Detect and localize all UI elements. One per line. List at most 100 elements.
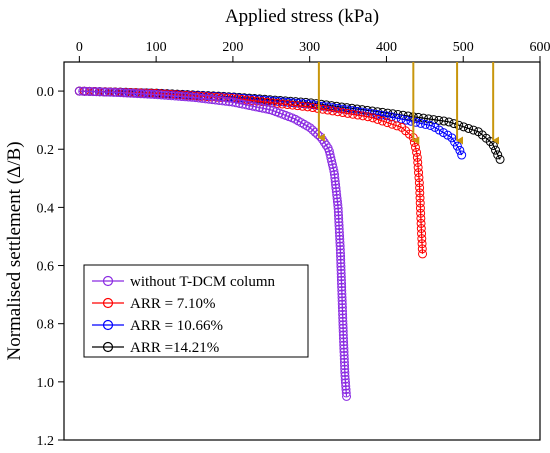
- data-point: [455, 145, 465, 155]
- data-point: [421, 119, 431, 129]
- data-point: [416, 223, 426, 233]
- data-point: [342, 391, 352, 401]
- data-point: [439, 116, 449, 126]
- data-point: [305, 123, 315, 133]
- data-point: [382, 118, 392, 128]
- data-point: [464, 123, 474, 133]
- data-point: [338, 333, 348, 343]
- data-point: [333, 203, 343, 213]
- x-tick-label: 200: [222, 40, 243, 55]
- data-point: [368, 113, 378, 123]
- x-tick-label: 500: [453, 40, 474, 55]
- data-point: [298, 101, 308, 111]
- data-point: [332, 193, 342, 203]
- data-point: [341, 385, 351, 395]
- data-point: [412, 152, 422, 162]
- data-point: [337, 292, 347, 302]
- data-point: [308, 103, 318, 113]
- data-point: [417, 234, 427, 244]
- y-tick-label: 0.4: [37, 201, 55, 216]
- data-point: [95, 87, 105, 97]
- data-point: [334, 217, 344, 227]
- data-point: [328, 106, 338, 116]
- data-point: [337, 296, 347, 306]
- data-point: [343, 108, 353, 118]
- data-point: [85, 86, 95, 96]
- data-point: [334, 221, 344, 231]
- data-point: [336, 258, 346, 268]
- data-point: [401, 115, 411, 125]
- data-point: [340, 374, 350, 384]
- data-point: [416, 218, 426, 228]
- data-point: [339, 354, 349, 364]
- data-point: [180, 92, 190, 102]
- plot-frame: [63, 61, 541, 441]
- data-point: [293, 101, 303, 111]
- data-point: [287, 100, 297, 110]
- legend-label: ARR = 7.10%: [130, 296, 216, 312]
- data-point: [194, 93, 204, 103]
- data-point: [338, 309, 348, 319]
- data-point: [327, 156, 337, 166]
- data-point: [329, 166, 339, 176]
- data-point: [333, 207, 343, 217]
- data-point: [177, 92, 187, 102]
- data-point: [330, 173, 340, 183]
- data-point: [348, 109, 358, 119]
- data-point: [163, 90, 173, 100]
- data-point: [324, 146, 334, 156]
- data-point: [282, 100, 292, 110]
- data-point: [119, 88, 129, 98]
- data-point: [338, 313, 348, 323]
- data-point: [327, 159, 337, 169]
- series-line: [79, 90, 424, 254]
- data-point: [112, 88, 122, 98]
- data-point: [425, 121, 435, 131]
- legend: without T-DCM column ARR = 7.10% ARR = 10.…: [83, 264, 309, 358]
- data-point: [434, 115, 444, 125]
- data-point: [468, 125, 478, 135]
- data-point: [132, 89, 142, 99]
- data-point: [238, 99, 248, 109]
- data-point: [340, 364, 350, 374]
- data-point: [416, 208, 426, 218]
- data-point: [341, 381, 351, 391]
- data-point: [337, 285, 347, 295]
- data-point: [417, 239, 427, 249]
- data-point: [109, 87, 119, 97]
- y-tick-label: 1.0: [37, 376, 55, 391]
- data-point: [337, 303, 347, 313]
- data-point: [129, 88, 139, 98]
- data-point: [377, 116, 387, 126]
- data-point: [248, 101, 258, 111]
- data-point: [211, 95, 221, 105]
- y-tick-label: 0.6: [37, 260, 55, 275]
- legend-swatch-marker: [102, 297, 114, 309]
- data-point: [341, 378, 350, 388]
- data-point: [454, 120, 464, 130]
- data-point: [334, 214, 344, 224]
- data-point: [338, 316, 348, 326]
- data-point: [153, 90, 163, 100]
- data-point: [417, 229, 427, 239]
- data-point: [190, 93, 200, 103]
- data-point: [337, 306, 347, 316]
- data-point: [414, 178, 424, 188]
- legend-swatch-marker: [102, 275, 114, 287]
- data-point: [340, 368, 350, 378]
- data-point: [214, 95, 224, 105]
- x-tick-label: 300: [299, 40, 320, 55]
- data-point: [187, 92, 197, 102]
- data-point: [335, 234, 345, 244]
- data-point: [308, 125, 318, 135]
- data-point: [325, 149, 335, 159]
- data-point: [184, 92, 194, 102]
- data-point: [98, 87, 108, 97]
- data-point: [339, 337, 349, 347]
- data-point: [272, 98, 282, 108]
- data-point: [333, 200, 343, 210]
- data-point: [105, 87, 115, 97]
- data-point: [415, 203, 425, 213]
- x-tick-label: 400: [376, 40, 397, 55]
